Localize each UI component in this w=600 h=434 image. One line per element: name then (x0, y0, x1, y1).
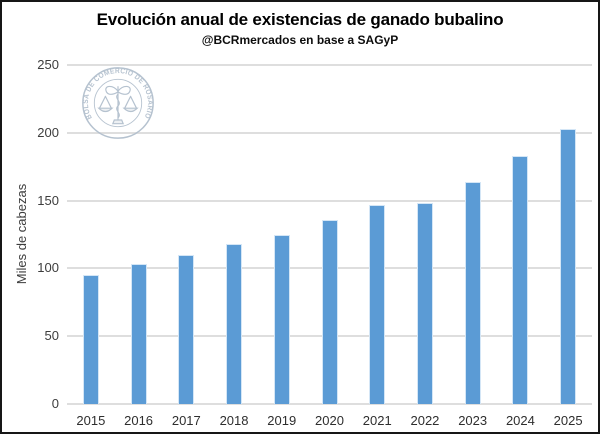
bar-2024 (512, 155, 529, 404)
x-tick-label-2020: 2020 (315, 413, 344, 428)
y-tick-label-50: 50 (44, 328, 59, 344)
bar-2015 (82, 275, 99, 404)
right-wing-icon (117, 85, 131, 95)
serpent-icon (116, 93, 120, 119)
bar-2025 (560, 128, 577, 404)
x-tick-label-2023: 2023 (458, 413, 488, 428)
bar-2017 (178, 254, 195, 404)
gridline-0 (67, 403, 592, 405)
x-tick-label-2016: 2016 (124, 413, 154, 428)
chart-title: Evolución anual de existencias de ganado… (96, 10, 504, 29)
x-tick-label-2025: 2025 (553, 413, 583, 428)
right-scale-chains-icon (124, 95, 138, 109)
pedestal-icon (111, 119, 125, 125)
bar-2020 (321, 219, 338, 404)
bolsa-comercio-rosario-seal-icon: BOLSA DE COMERCIO DE ROSARIO (81, 66, 155, 139)
chart-subtitle: @BCRmercados en base a SAGyP (201, 33, 399, 47)
left-scale-chains-icon (98, 95, 112, 109)
bar-2018 (226, 243, 243, 404)
x-tick-label-2022: 2022 (410, 413, 440, 428)
x-tick-label-2017: 2017 (171, 413, 201, 428)
y-tick-label-0: 0 (51, 396, 59, 411)
x-tick-label-2024: 2024 (505, 413, 535, 428)
x-tick-label-2018: 2018 (219, 413, 249, 428)
left-scale-pan-icon (97, 107, 114, 113)
left-wing-icon (105, 85, 119, 95)
bar-2021 (369, 204, 386, 404)
y-tick-label-100: 100 (37, 260, 59, 276)
bar-2023 (464, 181, 481, 404)
y-tick-label-250: 250 (37, 57, 59, 72)
gridline-150 (67, 199, 592, 202)
x-tick-label-2019: 2019 (267, 413, 297, 428)
gridline-200 (67, 131, 592, 134)
x-tick-label-2021: 2021 (362, 413, 392, 428)
bar-2019 (273, 234, 290, 404)
right-scale-pan-icon (122, 107, 139, 113)
y-axis-title: Miles de cabezas (14, 183, 29, 285)
x-tick-label-2015: 2015 (76, 413, 106, 428)
gridline-250 (67, 64, 592, 66)
y-tick-label-150: 150 (37, 192, 59, 208)
bar-2016 (130, 264, 147, 404)
bar-2022 (416, 203, 433, 404)
y-tick-label-200: 200 (37, 124, 59, 140)
